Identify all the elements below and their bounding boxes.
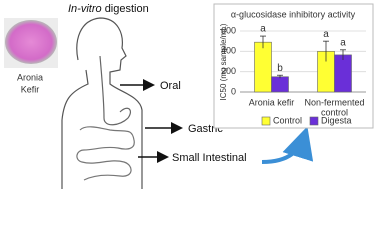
- stage-label: Oral: [160, 80, 181, 92]
- legend-swatch: [261, 116, 271, 126]
- x-tick-label: Aronia kefir: [249, 97, 295, 107]
- bar: [334, 54, 352, 93]
- title-rest: digestion: [105, 3, 149, 15]
- chart-title: α-glucosidase inhibitory activity: [231, 9, 356, 19]
- significance-letter: b: [277, 63, 283, 74]
- diagram-title: In-vitro digestion: [68, 3, 149, 15]
- significance-letter: a: [340, 37, 346, 48]
- title-italic: In-vitro: [68, 3, 102, 15]
- legend-label: Control: [273, 115, 302, 125]
- y-axis-label: IC50 (mg sample/mL): [219, 23, 228, 100]
- bar: [271, 76, 289, 93]
- y-tick-label: 600: [221, 25, 236, 35]
- sample-label: Aronia: [17, 72, 43, 82]
- y-tick-label: 0: [231, 86, 236, 96]
- bar: [254, 41, 272, 93]
- stage-label: Small Intestinal: [172, 152, 247, 164]
- sample-label: Kefir: [21, 84, 40, 94]
- x-tick-label: Non-fermented: [304, 97, 364, 107]
- y-tick-label: 200: [221, 66, 236, 76]
- bowl: [5, 20, 57, 64]
- legend-label: Digesta: [321, 115, 352, 125]
- x-tick-label: control: [321, 107, 348, 117]
- significance-letter: a: [260, 24, 266, 35]
- curved-arrow: [261, 126, 314, 164]
- graphical-abstract: In-vitro digestion Aronia Kefir Oral Gas…: [4, 3, 374, 189]
- y-tick-label: 400: [221, 46, 236, 56]
- body: [61, 17, 143, 189]
- significance-letter: a: [323, 29, 329, 40]
- legend-swatch: [309, 116, 319, 126]
